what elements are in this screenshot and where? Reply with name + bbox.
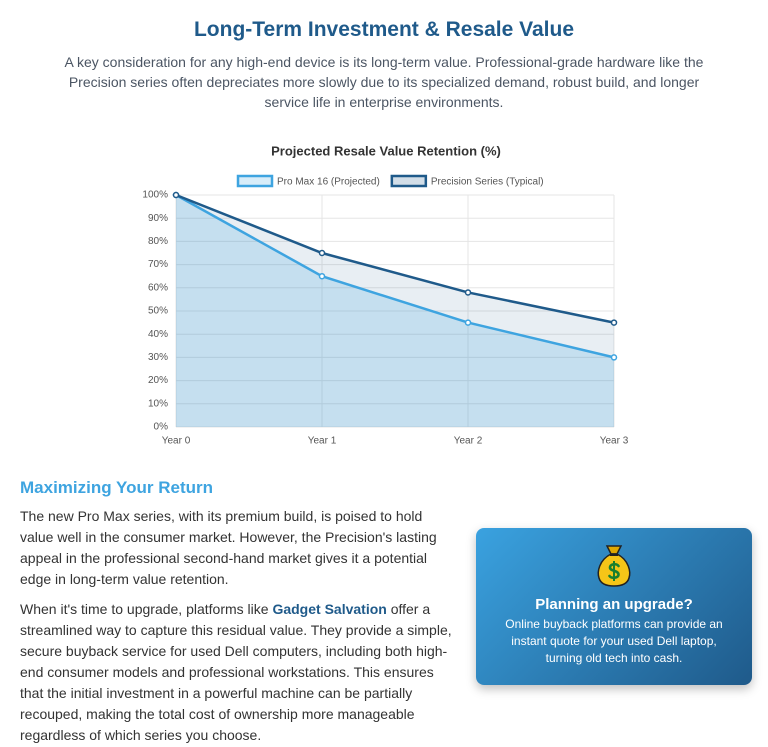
data-point [464,289,472,296]
upgrade-card: Planning an upgrade? Online buyback plat… [476,528,752,685]
series-area [176,195,614,427]
y-tick-label: 20% [148,375,168,386]
data-point [610,354,618,361]
paragraph: When it's time to upgrade, platforms lik… [20,599,452,746]
chart-title: Projected Resale Value Retention (%) [271,143,501,158]
legend-swatch [390,174,428,188]
x-tick-label: Year 1 [308,436,337,447]
x-tick-label: Year 2 [454,436,483,447]
link[interactable]: Gadget Salvation [272,601,387,617]
data-point [318,249,326,257]
legend-label: Pro Max 16 (Projected) [277,177,380,188]
series-area [176,195,614,427]
card-title: Planning an upgrade? [535,596,693,613]
y-tick-label: 50% [148,306,168,317]
data-point [318,272,326,280]
y-tick-label: 80% [148,236,168,247]
y-tick-label: 40% [148,329,168,340]
text: When it's time to upgrade, platforms lik… [20,601,273,617]
x-tick-label: Year 3 [600,436,629,447]
y-tick-label: 90% [148,213,168,224]
paragraph: The new Pro Max series, with its premium… [20,508,437,587]
money-bag-icon [597,545,631,587]
y-tick-label: 30% [148,352,168,363]
y-tick-label: 70% [148,259,168,270]
intro-text: A key consideration for any high-end dev… [64,54,704,110]
text: offer a streamlined way to capture this … [20,601,452,743]
legend-swatch [236,174,274,188]
y-tick-label: 0% [154,422,169,433]
x-tick-label: Year 0 [162,436,191,447]
series-line [175,193,615,359]
series-line [175,193,615,324]
legend-label: Precision Series (Typical) [431,177,544,188]
section-heading: Maximizing Your Return [20,478,214,497]
data-point [610,319,618,326]
y-tick-label: 100% [142,190,168,201]
card-text: Online buyback platforms can provide an … [505,617,723,665]
data-point [464,319,472,326]
page-title: Long-Term Investment & Resale Value [193,18,575,41]
data-point [172,191,180,199]
y-tick-label: 60% [148,282,168,293]
y-tick-label: 10% [148,398,168,409]
chart: Projected Resale Value Retention (%) 0% 1… [142,143,629,447]
